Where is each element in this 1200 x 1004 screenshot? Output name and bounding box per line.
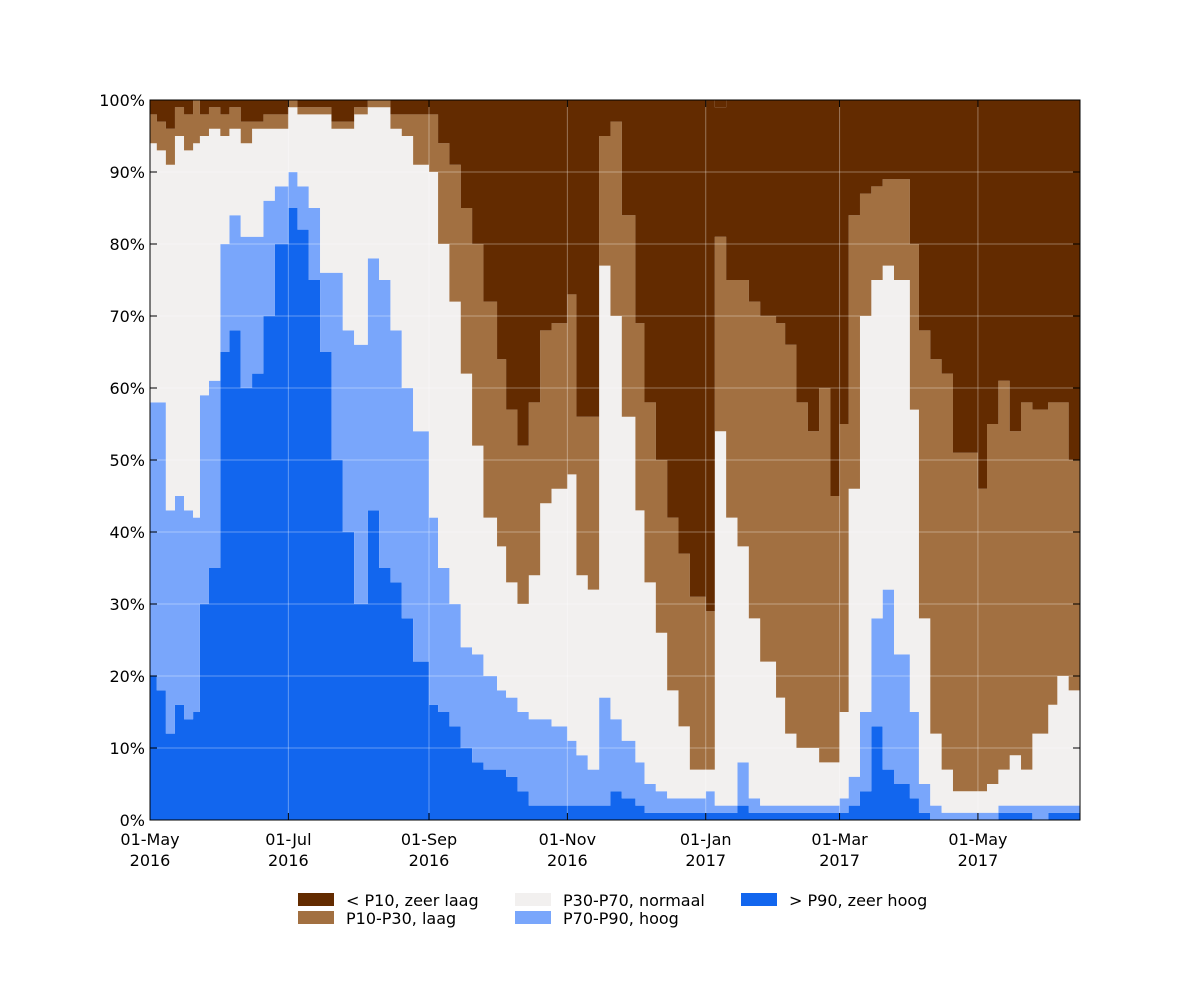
x-axis: 01-May 2016 01-Jul 2016 01-Sep 2016 01-Nov 2016…	[120, 100, 1008, 870]
area-series-1	[150, 172, 1080, 820]
legend-swatch-3	[298, 911, 334, 924]
y-tick-label: 40%	[109, 523, 145, 542]
x-tick-label-line1: 01-Sep	[401, 830, 457, 849]
x-tick-label-line2: 2016	[268, 851, 309, 870]
x-tick-label-line1: 01-Jan	[680, 830, 732, 849]
x-tick-label-line1: 01-May	[948, 830, 1007, 849]
x-tick-label-line2: 2016	[547, 851, 588, 870]
y-tick-label: 90%	[109, 163, 145, 182]
y-axis: 0% 10% 20% 30% 40% 50% 60% 70% 80% 90% 100%	[99, 91, 1080, 830]
y-tick-label: 60%	[109, 379, 145, 398]
y-tick-label: 30%	[109, 595, 145, 614]
y-tick-label: 100%	[99, 91, 145, 110]
y-tick-label: 50%	[109, 451, 145, 470]
legend-swatch-4	[298, 893, 334, 906]
y-tick-label: 70%	[109, 307, 145, 326]
area-layer	[150, 100, 1080, 820]
area-series-2	[150, 107, 1080, 813]
x-tick-label-line2: 2016	[409, 851, 450, 870]
area-series-3	[150, 100, 1080, 792]
x-tick-label-line2: 2017	[958, 851, 999, 870]
legend-label-4: < P10, zeer laag	[346, 891, 479, 910]
legend-swatch-0	[741, 893, 777, 906]
x-tick-label-line2: 2017	[819, 851, 860, 870]
x-tick-label-line1: 01-Jul	[265, 830, 311, 849]
legend-label-0: > P90, zeer hoog	[789, 891, 927, 910]
y-tick-label: 0%	[120, 811, 145, 830]
area-series-0	[150, 208, 1080, 820]
y-tick-label: 10%	[109, 739, 145, 758]
y-tick-label: 80%	[109, 235, 145, 254]
y-tick-label: 20%	[109, 667, 145, 686]
legend-swatch-1	[515, 911, 551, 924]
legend-label-3: P10-P30, laag	[346, 909, 456, 928]
x-tick-label-line1: 01-May	[120, 830, 179, 849]
legend-swatch-2	[515, 893, 551, 906]
legend-label-2: P30-P70, normaal	[563, 891, 705, 910]
x-tick-label-line1: 01-Nov	[539, 830, 596, 849]
legend-label-1: P70-P90, hoog	[563, 909, 679, 928]
grid-layer	[150, 100, 1080, 820]
area-series-4	[150, 100, 1080, 612]
x-tick-label-line1: 01-Mar	[811, 830, 868, 849]
x-tick-label-line2: 2016	[130, 851, 171, 870]
x-tick-label-line2: 2017	[685, 851, 726, 870]
